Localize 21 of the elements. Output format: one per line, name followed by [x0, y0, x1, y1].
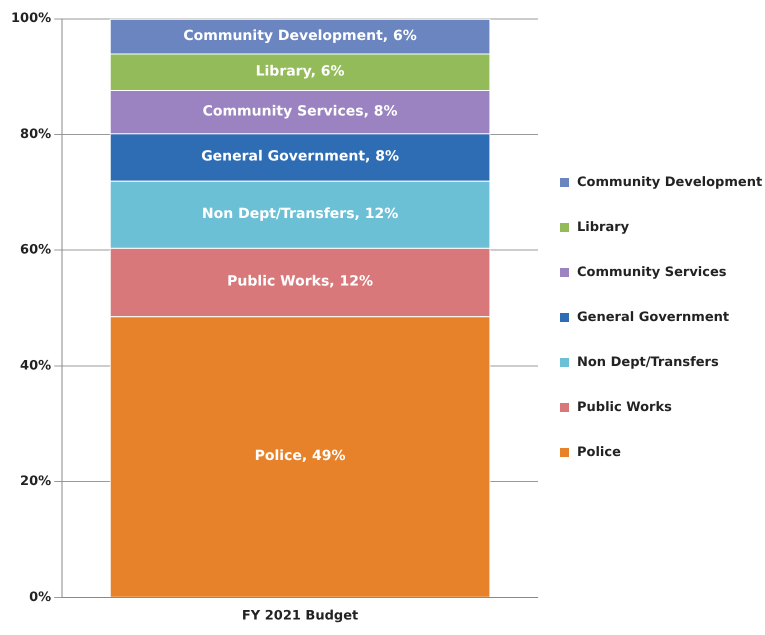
- y-tick-label: 0%: [29, 590, 52, 605]
- y-tick-label: 40%: [20, 358, 52, 374]
- legend-label: Police: [577, 445, 621, 460]
- x-tick-label: FY 2021 Budget: [242, 608, 358, 624]
- data-label: Police, 49%: [254, 448, 346, 464]
- y-tick-label: 80%: [20, 126, 52, 142]
- data-label: General Government, 8%: [201, 148, 399, 165]
- legend-label: Community Services: [577, 265, 727, 280]
- y-tick-label: 100%: [10, 11, 52, 26]
- legend-label: Non Dept/Transfers: [577, 355, 719, 370]
- data-label: Non Dept/Transfers, 12%: [202, 206, 398, 222]
- legend-label: Public Works: [577, 400, 672, 415]
- y-tick-label: 20%: [20, 474, 52, 490]
- legend-label: Library: [577, 220, 630, 235]
- y-tick-label: 60%: [20, 242, 52, 258]
- data-label: Community Development, 6%: [183, 28, 417, 44]
- data-label: Community Services, 8%: [202, 103, 398, 120]
- data-label: Library, 6%: [256, 63, 345, 80]
- legend-label: General Government: [577, 310, 730, 325]
- legend-label: Community Development: [577, 175, 762, 190]
- data-label: Public Works, 12%: [227, 274, 374, 290]
